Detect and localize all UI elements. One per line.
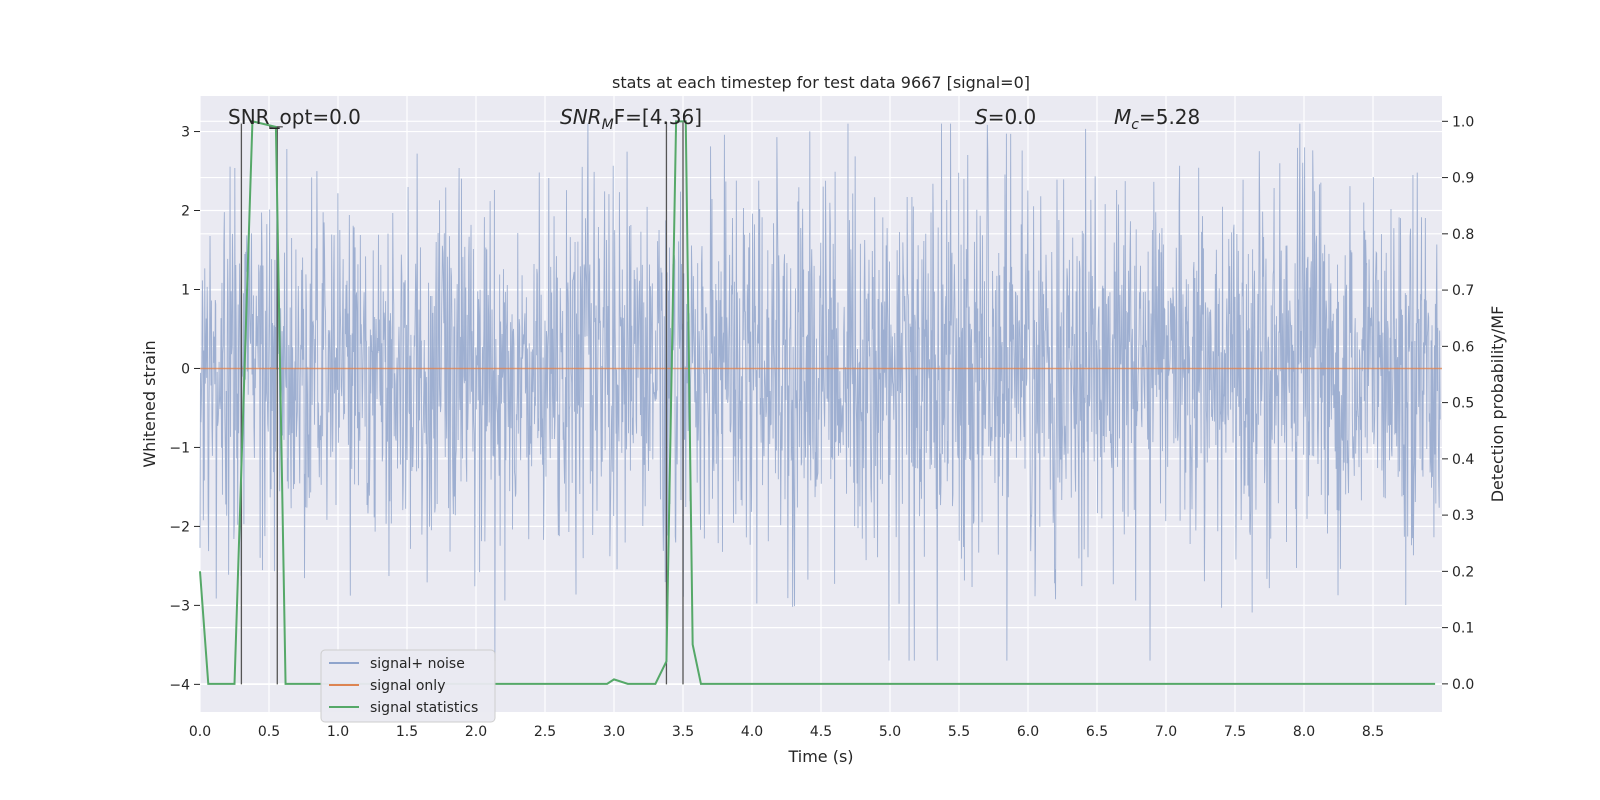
x-tick-label: 2.5 — [534, 724, 556, 740]
x-tick-label: 0.0 — [189, 724, 211, 740]
annotation-snr-opt: SNR_opt=0.0 — [228, 105, 361, 129]
x-tick-label: 2.0 — [465, 724, 487, 740]
x-tick-label: 8.0 — [1293, 724, 1315, 740]
y-tick-label-right: 0.1 — [1452, 621, 1474, 637]
x-tick-label: 3.0 — [603, 724, 625, 740]
legend-box — [320, 649, 496, 723]
annotation-snr-mf: SNRMF=[4.36] — [560, 105, 702, 133]
annotation-mc-sub: c — [1131, 117, 1139, 133]
annotation-s-name: S — [975, 105, 988, 129]
x-tick-label: 4.0 — [741, 724, 763, 740]
y-axis-label-right: Detection probability/MF — [1488, 306, 1507, 503]
overlay — [199, 120, 1442, 685]
y-tick-label-left: −4 — [169, 677, 190, 693]
x-axis-label: Time (s) — [787, 747, 853, 766]
y-tick-label-right: 0.3 — [1452, 508, 1474, 524]
x-tick-label: 1.5 — [396, 724, 418, 740]
x-tick-label: 8.5 — [1362, 724, 1384, 740]
y-tick-label-right: 0.8 — [1452, 227, 1474, 243]
legend-label-statistics: signal statistics — [370, 700, 478, 716]
x-tick-label: 5.0 — [879, 724, 901, 740]
x-tick-label: 6.0 — [1017, 724, 1039, 740]
x-tick-label: 6.5 — [1086, 724, 1108, 740]
ticks: 0.0 0.5 1.0 1.5 2.0 2.5 3.0 3.5 4.0 4.5 5.0 5.5 6.0 6… — [169, 114, 1474, 740]
y-tick-label-right: 0.5 — [1452, 396, 1474, 412]
annotation-s-rest: =0.0 — [988, 105, 1037, 129]
annotation-snr-mf-sub: M — [602, 117, 614, 133]
legend-label-signal: signal only — [370, 678, 445, 694]
y-tick-label-left: 0 — [181, 361, 190, 377]
legend-label-noise: signal+ noise — [370, 656, 465, 672]
y-tick-label-right: 0.4 — [1452, 452, 1474, 468]
y-tick-label-right: 0.2 — [1452, 564, 1474, 580]
annotation-mc: Mc=5.28 — [1114, 105, 1200, 133]
y-tick-label-left: 3 — [181, 125, 190, 141]
annotation-mc-rest: =5.28 — [1139, 105, 1200, 129]
legend: signal+ noise signal only signal statist… — [320, 649, 496, 723]
y-tick-label-right: 1.0 — [1452, 114, 1474, 130]
x-tick-label: 1.0 — [327, 724, 349, 740]
chart-title: stats at each timestep for test data 966… — [612, 73, 1030, 92]
y-tick-label-right: 0.6 — [1452, 339, 1474, 355]
y-tick-label-right: 0.9 — [1452, 171, 1474, 187]
noise-line — [199, 123, 1441, 661]
x-tick-label: 5.5 — [948, 724, 970, 740]
annotation-snr-mf-name: SNR — [560, 105, 602, 129]
x-tick-label: 3.5 — [672, 724, 694, 740]
x-tick-label: 7.5 — [1224, 724, 1246, 740]
y-tick-label-left: −2 — [169, 519, 190, 535]
y-axis-label-left: Whitened strain — [140, 340, 159, 467]
noise-series — [199, 123, 1441, 661]
y-tick-label-left: 2 — [181, 204, 190, 220]
x-tick-label: 4.5 — [810, 724, 832, 740]
annotation-mc-name: M — [1114, 105, 1131, 129]
y-tick-label-right: 0.0 — [1452, 677, 1474, 693]
y-tick-label-right: 0.7 — [1452, 283, 1474, 299]
signal-statistics-line — [199, 120, 1436, 685]
x-tick-label: 0.5 — [258, 724, 280, 740]
x-tick-label: 7.0 — [1155, 724, 1177, 740]
annotation-snr-mf-rest: F=[4.36] — [614, 105, 702, 129]
annotation-s: S=0.0 — [975, 105, 1036, 129]
y-tick-label-left: 1 — [181, 282, 190, 298]
y-tick-label-left: −3 — [169, 598, 190, 614]
y-tick-label-left: −1 — [169, 440, 190, 456]
